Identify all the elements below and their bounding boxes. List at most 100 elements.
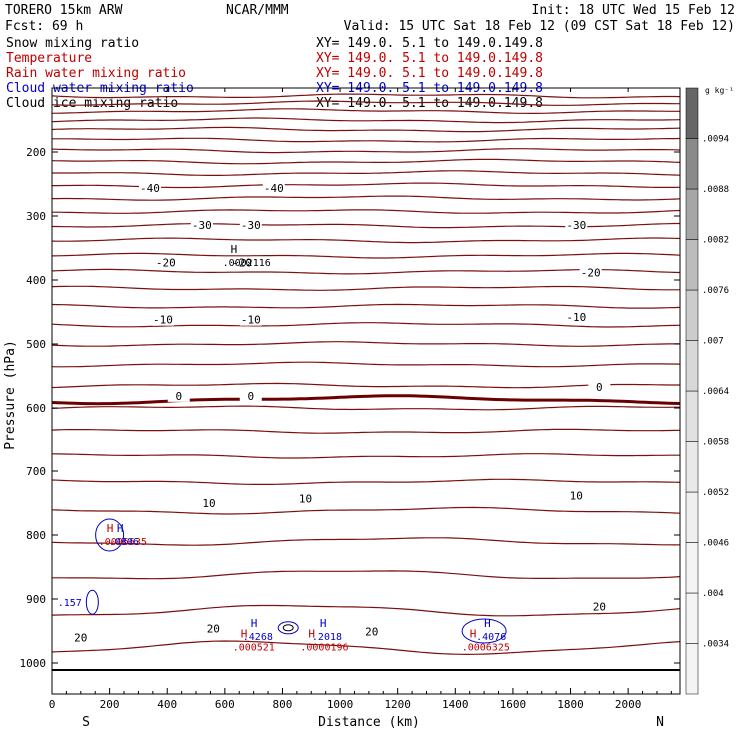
isotherm-line <box>51 237 681 244</box>
isotherm-line <box>51 303 681 309</box>
isotherm-label: 0 <box>175 390 182 403</box>
isotherm-label: 20 <box>593 601 606 614</box>
isotherm-label-bg <box>360 625 383 638</box>
y-tick-label: 300 <box>26 210 46 223</box>
colorbar-level-label: .0088 <box>702 185 729 195</box>
colorbar-segment <box>685 289 699 341</box>
extremum-mark: H <box>117 522 124 535</box>
isotherm-line <box>51 537 681 546</box>
isotherm-label: 10 <box>202 497 215 510</box>
colorbar-level-label: .007 <box>702 337 724 347</box>
extremum-mark: H <box>484 617 491 630</box>
model-title: TORERO 15km ARW <box>5 3 123 18</box>
isotherm-label: 20 <box>365 626 378 639</box>
extremum-value: .000521 <box>233 642 275 653</box>
isotherm-line <box>52 209 681 214</box>
cloud-water-contour <box>95 518 125 552</box>
isotherm-label: 10 <box>570 489 583 502</box>
isotherm-label: 20 <box>207 622 220 635</box>
isotherm-line <box>52 137 681 143</box>
extremum-value: .0006635 <box>99 537 147 548</box>
isotherm-label-bg <box>69 631 92 644</box>
colorbar-level-label: .0046 <box>702 539 729 549</box>
colorbar-level-label: .0094 <box>702 135 729 145</box>
extremum-value: .0000196 <box>300 642 348 653</box>
isotherm-label: -10 <box>241 314 261 327</box>
colorbar-segment <box>685 441 699 493</box>
colorbar-unit: g kg⁻¹ <box>705 86 734 95</box>
y-tick-label: 500 <box>26 338 46 351</box>
init-time: Init: 18 UTC Wed 15 Feb 12 <box>532 3 736 18</box>
extremum-value: .2018 <box>312 632 342 643</box>
isotherm-label: -10 <box>566 311 586 324</box>
colorbar-segment <box>685 239 699 291</box>
isotherm-label: -30 <box>241 219 261 232</box>
isotherm-label: -30 <box>566 219 586 232</box>
y-tick-label: 600 <box>26 402 46 415</box>
colorbar-segment <box>685 592 699 644</box>
colorbar-segment <box>685 542 699 594</box>
isotherm-line <box>51 506 681 515</box>
isotherm-line <box>51 382 680 389</box>
extremum-value: .4076 <box>476 632 506 643</box>
field-name-cloud-ice: Cloud ice mixing ratio <box>6 96 178 111</box>
isotherm-label-bg <box>294 492 317 505</box>
extremum-mark: H <box>107 522 114 535</box>
isotherm-line <box>51 148 681 154</box>
isotherm-label-bg <box>565 218 588 231</box>
isotherm-line <box>51 126 681 133</box>
isotherm-line <box>51 428 681 434</box>
isotherm-line <box>51 100 680 106</box>
cloud-water-contour <box>277 621 299 635</box>
extremum-mark: H <box>470 627 477 640</box>
isotherm-line <box>51 93 681 99</box>
isotherm-label: -20 <box>581 266 601 279</box>
isotherm-line <box>51 640 681 656</box>
forecast-hour: Fcst: 69 h <box>5 19 83 34</box>
x-axis-right-end-label: N <box>656 715 664 730</box>
colorbar-level-label: .0076 <box>702 286 729 296</box>
isotherm-label-bg <box>565 489 588 502</box>
isotherm-label-bg <box>579 266 602 279</box>
isotherm-label-bg <box>151 313 174 326</box>
isotherm-line <box>51 341 680 347</box>
isotherm-label: 10 <box>299 493 312 506</box>
x-tick-label: 1600 <box>500 698 527 711</box>
x-tick-label: 600 <box>215 698 235 711</box>
isotherm-label-bg <box>190 218 213 231</box>
isotherm-label-bg <box>231 256 254 269</box>
extremum-value: .0306 <box>109 537 139 548</box>
y-tick-label: 1000 <box>20 657 47 670</box>
isotherm-line <box>51 453 680 459</box>
isotherm-label: 20 <box>74 631 87 644</box>
extremum-mark: H <box>241 627 248 640</box>
isotherm-label-bg <box>167 389 190 402</box>
field-name-snow: Snow mixing ratio <box>6 36 139 51</box>
x-tick-label: 1000 <box>327 698 354 711</box>
valid-time: Valid: 15 UTC Sat 18 Feb 12 (09 CST Sat … <box>344 19 735 34</box>
colorbar: .0034 .004 .0046 .0052 .0058 .0064 .007 .0076 .0… <box>685 87 729 695</box>
isotherm-line <box>51 268 681 275</box>
extremum-value: .4268 <box>243 632 273 643</box>
isotherm-label: -10 <box>153 314 173 327</box>
isotherm-label-bg <box>154 256 177 269</box>
field-name-temperature: Temperature <box>6 51 92 66</box>
isotherm-label: 0 <box>247 390 254 403</box>
x-tick-label: 1400 <box>442 698 469 711</box>
extremum-mark: H <box>320 617 327 630</box>
isotherm-label-bg <box>239 218 262 231</box>
isotherm-line <box>51 117 681 124</box>
colorbar-level-label: .0052 <box>702 488 729 498</box>
y-axis-label: Pressure (hPa) <box>3 340 18 450</box>
y-tick-label: 200 <box>26 146 46 159</box>
x-tick-label: 1800 <box>557 698 584 711</box>
center-title: NCAR/MMM <box>226 3 289 18</box>
colorbar-segment <box>685 643 699 695</box>
isotherm-line <box>51 405 680 411</box>
isotherm-line <box>51 285 680 291</box>
x-tick-label: 2000 <box>615 698 642 711</box>
x-axis-label: Distance (km) <box>318 715 420 730</box>
x-axis-left-end-label: S <box>82 715 90 730</box>
isotherm-label-bg <box>138 181 161 194</box>
extremum-mark: H <box>251 617 258 630</box>
